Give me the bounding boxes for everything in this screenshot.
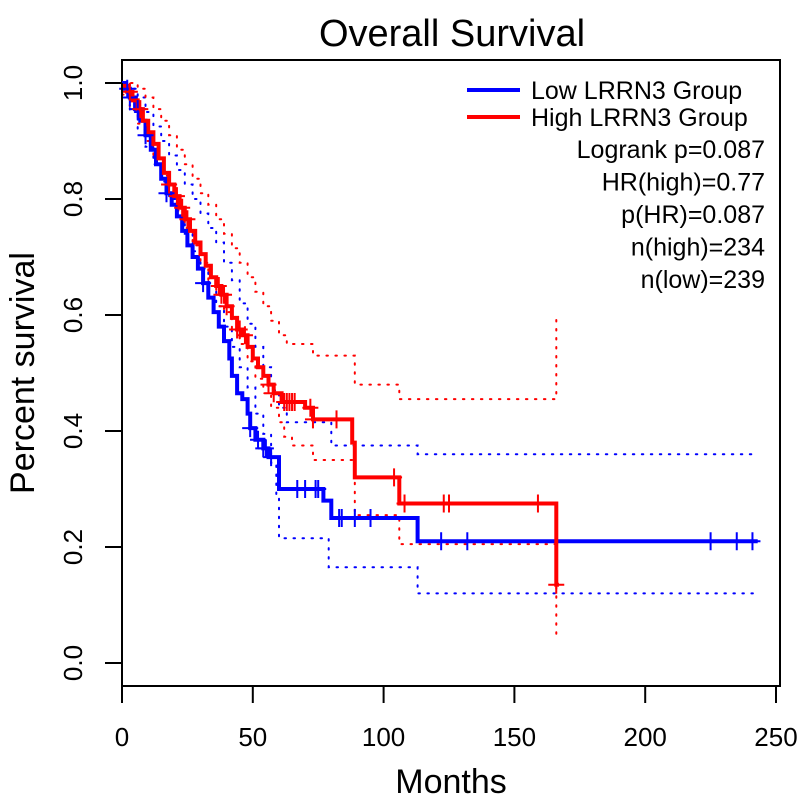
ci-lower-low (121, 87, 757, 595)
y-tick-label: 1.0 (58, 65, 88, 101)
x-axis: 0 50 100 150 200 250 (115, 685, 798, 752)
censor-mark-high (132, 100, 149, 119)
ci-upper-low (121, 82, 757, 456)
censor-marks (119, 79, 761, 594)
y-tick-label: 0.6 (58, 297, 88, 333)
x-tick-label: 250 (754, 722, 797, 752)
censor-mark-low (263, 448, 280, 467)
censor-mark-high (216, 285, 233, 304)
confidence-bands (121, 82, 757, 641)
censor-mark-high (548, 575, 565, 594)
censor-mark-high (161, 175, 178, 194)
y-axis: 0.0 0.2 0.4 0.6 0.8 1.0 (58, 65, 123, 681)
x-tick-label: 0 (115, 722, 129, 752)
ci-lower-high (121, 93, 558, 641)
censor-mark-high (328, 410, 345, 429)
x-axis-label: Months (395, 763, 507, 800)
legend-stat: n(low)=239 (641, 266, 765, 294)
censor-mark-high (302, 398, 319, 417)
x-tick-label: 100 (362, 722, 405, 752)
censor-mark-high (179, 210, 196, 229)
censor-mark-low (744, 532, 761, 551)
censor-mark-low (728, 532, 745, 551)
y-tick-label: 0.8 (58, 181, 88, 217)
y-tick-label: 0.2 (58, 529, 88, 565)
censor-mark-high (265, 384, 282, 403)
censor-mark-high (174, 198, 191, 217)
censor-mark-low (310, 480, 327, 498)
legend-stat: p(HR)=0.087 (621, 201, 765, 229)
censor-mark-low (158, 184, 175, 203)
censor-mark-high (286, 393, 303, 411)
censor-mark-low (459, 532, 476, 551)
legend-stat: Logrank p=0.087 (577, 136, 765, 164)
censor-mark-high (441, 494, 457, 513)
censor-mark-low (433, 532, 450, 551)
x-tick-label: 150 (493, 722, 536, 752)
y-tick-label: 0.0 (58, 645, 88, 681)
survival-curve-high (122, 83, 559, 587)
censor-mark-high (396, 494, 413, 513)
y-axis-label: Percent survival (4, 252, 42, 494)
censor-mark-low (137, 126, 154, 145)
censor-mark-high (304, 410, 321, 429)
censor-mark-low (362, 509, 379, 527)
censor-mark-low (195, 274, 212, 293)
legend-label: Low LRRN3 Group (531, 77, 742, 105)
censor-mark-high (386, 468, 403, 487)
legend-stat: HR(high)=0.77 (602, 169, 765, 197)
censor-mark-low (346, 509, 363, 527)
chart-title: Overall Survival (319, 13, 585, 55)
censor-mark-low (702, 532, 719, 551)
legend-label: High LRRN3 Group (531, 104, 748, 132)
censor-mark-high (529, 494, 546, 513)
ci-upper-high (121, 82, 558, 401)
x-tick-label: 200 (624, 722, 667, 752)
censor-mark-high (218, 297, 235, 316)
x-tick-label: 50 (238, 722, 267, 752)
censor-mark-high (168, 187, 185, 206)
y-tick-label: 0.4 (58, 413, 88, 449)
censor-mark-high (236, 326, 253, 345)
censor-mark-low (242, 419, 259, 438)
legend-stat: n(high)=234 (631, 234, 765, 262)
censor-mark-high (121, 82, 138, 101)
